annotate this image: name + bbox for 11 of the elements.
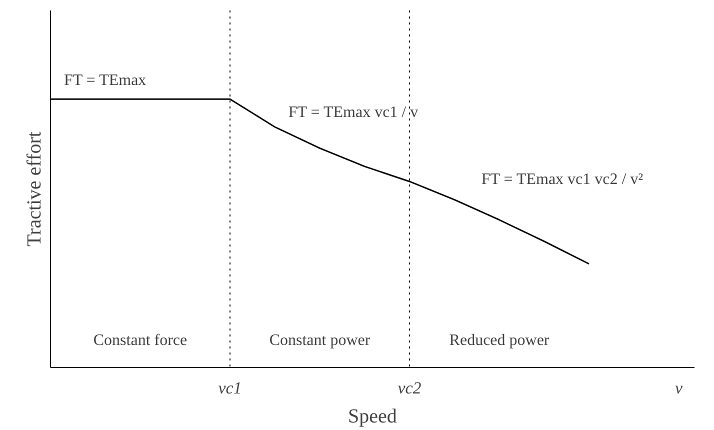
x-tick-label: v [675, 378, 684, 398]
x-tick-label: vc1 [218, 378, 242, 398]
annotation: Reduced power [449, 332, 550, 350]
x-tick-label: vc2 [398, 378, 422, 398]
x-axis-title: Speed [348, 406, 397, 428]
text: FT = TEmax [64, 72, 146, 89]
annotation: FT = TEmax vc1 vc2 / v² [481, 171, 644, 188]
annotation: Constant power [269, 332, 371, 350]
y-axis-title: Tractive effort [24, 131, 46, 246]
annotation: FT = TEmax vc1 / v [288, 104, 418, 121]
annotation: Constant force [93, 332, 188, 350]
